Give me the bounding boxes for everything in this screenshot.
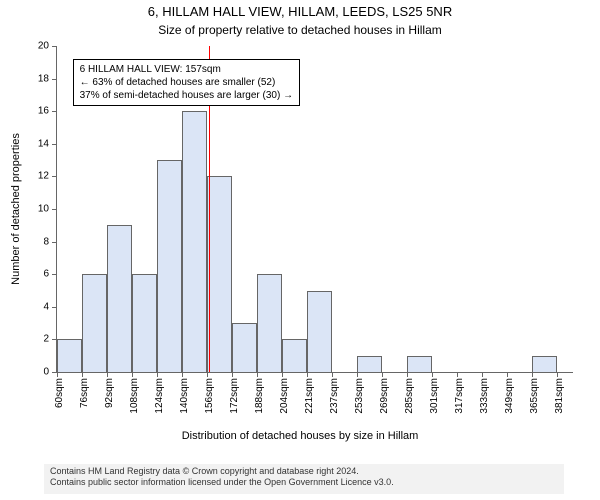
histogram-bar: [182, 111, 207, 372]
x-tick-label: 76sqm: [79, 378, 90, 408]
histogram-bar: [257, 274, 282, 372]
x-tick-label: 172sqm: [229, 378, 240, 414]
x-tick-label: 140sqm: [179, 378, 190, 414]
histogram-bar: [57, 339, 82, 372]
histogram-bar: [107, 225, 132, 372]
y-tick-label: 14: [38, 138, 57, 149]
x-tick: [332, 372, 333, 377]
footer-attribution: Contains HM Land Registry data © Crown c…: [44, 464, 564, 494]
x-tick-label: 333sqm: [479, 378, 490, 414]
y-tick-label: 20: [38, 41, 57, 52]
x-tick: [357, 372, 358, 377]
footer-line: Contains public sector information licen…: [50, 477, 558, 488]
x-axis-title: Distribution of detached houses by size …: [0, 430, 600, 442]
x-tick: [157, 372, 158, 377]
x-tick-label: 253sqm: [354, 378, 365, 414]
footer-line: Contains HM Land Registry data © Crown c…: [50, 466, 558, 477]
x-tick-label: 269sqm: [379, 378, 390, 414]
y-tick-label: 8: [43, 236, 57, 247]
x-tick: [82, 372, 83, 377]
x-tick-label: 188sqm: [254, 378, 265, 414]
chart-container: { "title": "6, HILLAM HALL VIEW, HILLAM,…: [0, 0, 600, 500]
x-tick-label: 204sqm: [279, 378, 290, 414]
x-tick: [432, 372, 433, 377]
x-tick-label: 60sqm: [54, 378, 65, 408]
y-tick-label: 6: [43, 269, 57, 280]
x-tick-label: 156sqm: [204, 378, 215, 414]
histogram-bar: [132, 274, 157, 372]
x-tick-label: 365sqm: [529, 378, 540, 414]
histogram-bar: [307, 291, 332, 373]
y-tick-label: 16: [38, 106, 57, 117]
x-tick: [557, 372, 558, 377]
x-tick: [257, 372, 258, 377]
x-tick: [232, 372, 233, 377]
y-tick-label: 10: [38, 204, 57, 215]
x-tick-label: 285sqm: [404, 378, 415, 414]
y-tick-label: 18: [38, 73, 57, 84]
x-tick-label: 108sqm: [129, 378, 140, 414]
y-tick-label: 4: [43, 301, 57, 312]
y-tick-label: 2: [43, 334, 57, 345]
chart-title: 6, HILLAM HALL VIEW, HILLAM, LEEDS, LS25…: [0, 4, 600, 19]
histogram-bar: [82, 274, 107, 372]
x-tick: [507, 372, 508, 377]
annotation-line: 37% of semi-detached houses are larger (…: [80, 89, 293, 102]
histogram-bar: [207, 176, 232, 372]
y-axis-title: Number of detached properties: [10, 133, 22, 285]
x-tick: [307, 372, 308, 377]
x-tick: [482, 372, 483, 377]
x-tick: [107, 372, 108, 377]
y-tick-label: 12: [38, 171, 57, 182]
x-tick-label: 92sqm: [104, 378, 115, 408]
y-tick-label: 0: [43, 367, 57, 378]
x-tick-label: 124sqm: [154, 378, 165, 414]
x-tick: [457, 372, 458, 377]
x-tick: [407, 372, 408, 377]
x-tick: [207, 372, 208, 377]
chart-subtitle: Size of property relative to detached ho…: [0, 23, 600, 37]
histogram-bar: [157, 160, 182, 372]
plot-area: 0246810121416182060sqm76sqm92sqm108sqm12…: [56, 46, 573, 373]
x-tick-label: 349sqm: [504, 378, 515, 414]
x-tick: [182, 372, 183, 377]
histogram-bar: [232, 323, 257, 372]
x-tick-label: 237sqm: [329, 378, 340, 414]
x-tick: [532, 372, 533, 377]
annotation-line: 6 HILLAM HALL VIEW: 157sqm: [80, 63, 293, 76]
x-tick-label: 317sqm: [454, 378, 465, 414]
x-tick-label: 381sqm: [554, 378, 565, 414]
histogram-bar: [282, 339, 307, 372]
histogram-bar: [407, 356, 432, 372]
histogram-bar: [532, 356, 557, 372]
x-tick-label: 221sqm: [304, 378, 315, 414]
annotation-box: 6 HILLAM HALL VIEW: 157sqm← 63% of detac…: [73, 59, 300, 106]
annotation-line: ← 63% of detached houses are smaller (52…: [80, 76, 293, 89]
x-tick-label: 301sqm: [429, 378, 440, 414]
histogram-bar: [357, 356, 382, 372]
x-tick: [132, 372, 133, 377]
x-tick: [382, 372, 383, 377]
x-tick: [282, 372, 283, 377]
x-tick: [57, 372, 58, 377]
